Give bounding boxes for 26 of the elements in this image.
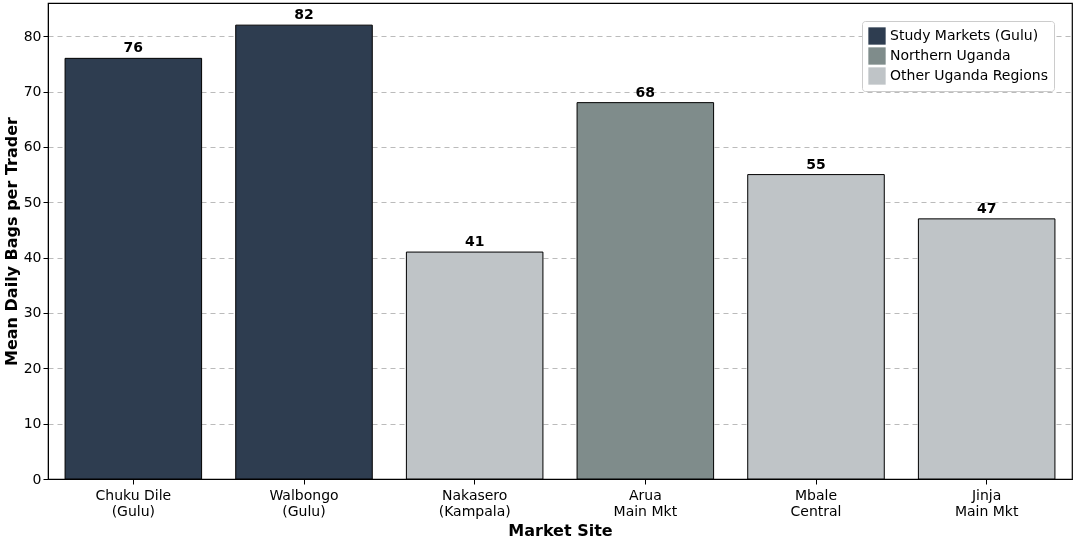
legend-label: Northern Uganda xyxy=(890,47,1011,63)
x-tick-label: Walbongo (Gulu) xyxy=(269,486,339,519)
legend-label: Other Uganda Regions xyxy=(890,67,1048,83)
data-label: 82 xyxy=(294,6,314,23)
y-tick-label: 40 xyxy=(23,249,42,266)
y-tick-label: 50 xyxy=(23,193,42,210)
y-tick-label: 80 xyxy=(23,27,42,44)
x-tick-label: Chuku Dile (Gulu) xyxy=(95,486,172,519)
y-tick-label: 20 xyxy=(23,359,42,376)
y-tick-label: 70 xyxy=(23,83,42,100)
y-tick-label: 0 xyxy=(32,470,42,487)
data-label: 55 xyxy=(806,155,826,172)
data-label: 47 xyxy=(976,199,997,216)
y-tick-label: 60 xyxy=(23,138,42,155)
x-tick-label: Mbale Central xyxy=(790,486,842,519)
x-tick-label: Arua Main Mkt xyxy=(613,486,678,519)
legend-label: Study Markets (Gulu) xyxy=(890,27,1039,43)
data-label: 76 xyxy=(123,39,144,56)
x-tick-label: Nakasero (Kampala) xyxy=(438,486,511,519)
x-tick-label: Jinja Main Mkt xyxy=(954,486,1019,519)
y-axis-title: Mean Daily Bags per Trader xyxy=(1,116,21,366)
y-tick-label: 30 xyxy=(23,304,42,321)
data-label: 41 xyxy=(464,233,485,250)
data-label: 68 xyxy=(635,83,656,100)
y-tick-label: 10 xyxy=(23,415,42,432)
x-axis-title: Market Site xyxy=(508,520,613,540)
